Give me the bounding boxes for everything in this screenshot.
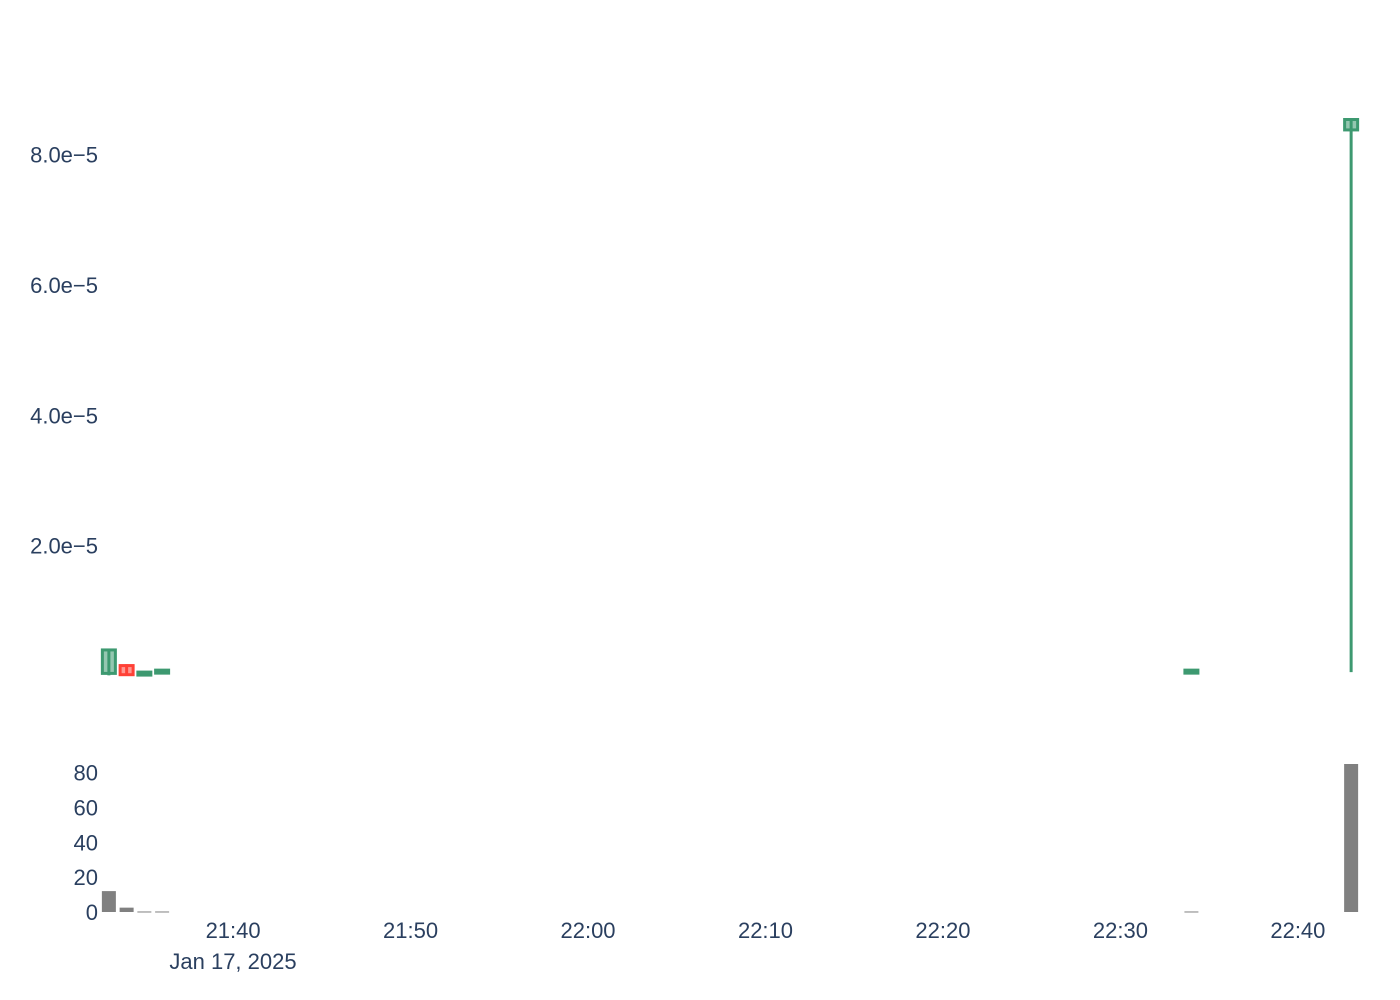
x-axis: 21:40 21:50 22:00 22:10 22:20 22:30 22:40 Jan … bbox=[169, 918, 1325, 974]
price-y-tick-label: 6.0e−5 bbox=[30, 273, 98, 298]
volume-bar bbox=[1184, 911, 1199, 913]
x-tick-label: 22:20 bbox=[915, 918, 970, 943]
candle-body bbox=[100, 648, 117, 675]
x-axis-date-label: Jan 17, 2025 bbox=[169, 949, 296, 974]
candle-body bbox=[118, 664, 135, 677]
candle bbox=[100, 648, 117, 676]
volume-bar bbox=[1344, 764, 1359, 912]
volume-y-tick-label: 20 bbox=[74, 865, 98, 890]
candle-body bbox=[1343, 118, 1360, 132]
volume-bar bbox=[119, 907, 134, 912]
candle bbox=[1343, 118, 1360, 673]
volume-y-tick-label: 40 bbox=[74, 830, 98, 855]
x-tick-label: 22:00 bbox=[560, 918, 615, 943]
x-tick-label: 21:40 bbox=[206, 918, 261, 943]
x-tick-label: 22:10 bbox=[738, 918, 793, 943]
volume-panel: 0 20 40 60 80 bbox=[74, 761, 1359, 925]
price-y-tick-label: 2.0e−5 bbox=[30, 534, 98, 559]
x-tick-label: 21:50 bbox=[383, 918, 438, 943]
x-tick-label: 22:40 bbox=[1270, 918, 1325, 943]
price-panel: 2.0e−5 4.0e−5 6.0e−5 8.0e−5 bbox=[30, 118, 1360, 677]
candle bbox=[136, 670, 153, 677]
volume-bar bbox=[155, 911, 170, 913]
candle-body bbox=[1183, 668, 1200, 675]
price-y-tick-label: 8.0e−5 bbox=[30, 143, 98, 168]
candle bbox=[118, 664, 135, 677]
volume-y-tick-label: 0 bbox=[86, 900, 98, 925]
x-tick-label: 22:30 bbox=[1093, 918, 1148, 943]
volume-y-tick-label: 60 bbox=[74, 796, 98, 821]
candle bbox=[154, 668, 171, 675]
candle-body bbox=[154, 668, 171, 675]
volume-y-tick-label: 80 bbox=[74, 761, 98, 786]
candle-body bbox=[136, 670, 153, 677]
candle bbox=[1183, 668, 1200, 675]
price-y-tick-label: 4.0e−5 bbox=[30, 403, 98, 428]
volume-bar bbox=[137, 911, 152, 913]
volume-bar bbox=[101, 891, 116, 912]
